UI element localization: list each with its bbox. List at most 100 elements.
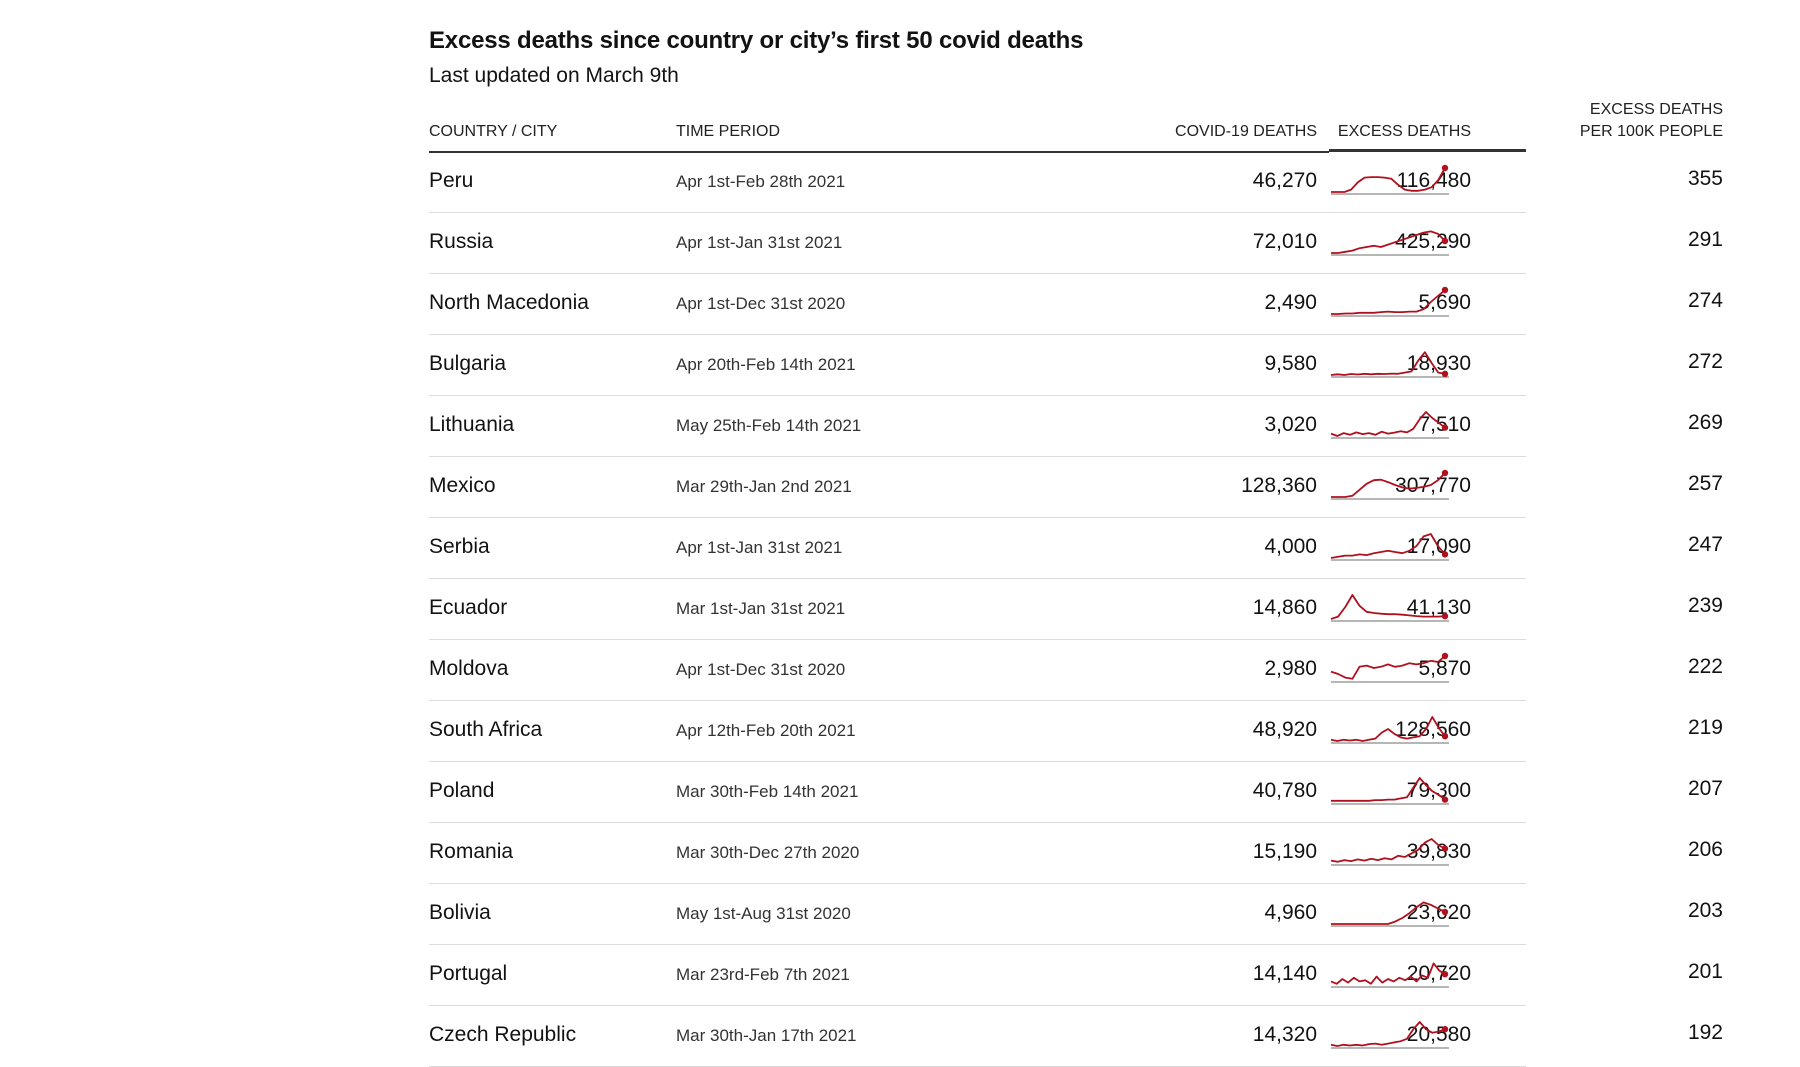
covid-deaths-value: 4,000 bbox=[1264, 535, 1317, 558]
excess-deaths-value: 23,620 bbox=[1406, 901, 1471, 924]
time-period: Apr 1st-Dec 31st 2020 bbox=[676, 294, 846, 313]
sparkline-series-line bbox=[1331, 167, 1446, 193]
table-row: Romania Mar 30th-Dec 27th 2020 15,190 39,83… bbox=[429, 823, 1723, 884]
time-period: Apr 1st-Jan 31st 2021 bbox=[676, 233, 843, 252]
time-period: Apr 1st-Jan 31st 2021 bbox=[676, 538, 843, 557]
time-period: Apr 1st-Feb 28th 2021 bbox=[676, 172, 846, 191]
time-period: May 25th-Feb 14th 2021 bbox=[676, 416, 862, 435]
country-name: North Macedonia bbox=[429, 291, 589, 314]
excess-deaths-sparkline bbox=[1330, 533, 1449, 561]
sparkline-series-line bbox=[1331, 901, 1446, 925]
sparkline-end-point bbox=[1441, 424, 1449, 431]
excess-deaths-value: 79,300 bbox=[1406, 779, 1471, 802]
sparkline-end-point bbox=[1441, 796, 1449, 803]
sparkline-series-line bbox=[1330, 411, 1446, 437]
column-header-excess-deaths: EXCESS DEATHS bbox=[1337, 123, 1471, 140]
excess-deaths-value: 5,690 bbox=[1418, 291, 1471, 314]
column-header-time-period: TIME PERIOD bbox=[676, 123, 781, 140]
covid-deaths-value: 46,270 bbox=[1252, 169, 1317, 192]
country-name: Poland bbox=[429, 779, 495, 802]
country-name: Peru bbox=[429, 169, 474, 192]
table-row: Moldova Apr 1st-Dec 31st 2020 2,980 5,870 22… bbox=[429, 640, 1723, 701]
sparkline-end-point bbox=[1441, 908, 1449, 916]
covid-deaths-value: 2,980 bbox=[1264, 657, 1317, 680]
table-row: Czech Republic Mar 30th-Jan 17th 2021 14,3… bbox=[429, 1006, 1723, 1067]
excess-deaths-value: 20,720 bbox=[1406, 962, 1471, 985]
excess-deaths-sparkline bbox=[1330, 1021, 1449, 1049]
sparkline-end-point bbox=[1441, 286, 1449, 294]
sparkline-series-line bbox=[1330, 594, 1446, 620]
excess-deaths-sparkline bbox=[1331, 777, 1449, 805]
excess-deaths-sparkline bbox=[1330, 962, 1449, 988]
sparkline-end-point bbox=[1441, 469, 1449, 477]
country-name: Serbia bbox=[429, 535, 490, 558]
excess-per-100k-value: 355 bbox=[1687, 167, 1723, 190]
country-name: Bulgaria bbox=[429, 352, 507, 375]
sparkline-series-line bbox=[1330, 1021, 1446, 1047]
table-row: Portugal Mar 23rd-Feb 7th 2021 14,140 20,72… bbox=[429, 945, 1723, 1006]
sparkline-end-point bbox=[1441, 551, 1449, 558]
header-rule bbox=[429, 151, 1329, 153]
table-row: Peru Apr 1st-Feb 28th 2021 46,270 116,480 35… bbox=[429, 152, 1723, 213]
country-name: Bolivia bbox=[429, 901, 491, 924]
country-name: Portugal bbox=[429, 962, 508, 985]
sparkline-series-line bbox=[1331, 230, 1446, 254]
table-row: Mexico Mar 29th-Jan 2nd 2021 128,360 307,77… bbox=[429, 457, 1723, 518]
sparkline-end-point bbox=[1441, 164, 1449, 172]
excess-deaths-value: 5,870 bbox=[1418, 657, 1471, 680]
country-name: Romania bbox=[429, 840, 514, 863]
sparkline-series-line bbox=[1331, 777, 1446, 802]
excess-per-100k-value: 219 bbox=[1687, 716, 1723, 739]
sparkline-end-point bbox=[1441, 652, 1449, 660]
sparkline-series-line bbox=[1331, 289, 1446, 315]
sparkline-series-line bbox=[1331, 472, 1446, 498]
country-name: Russia bbox=[429, 230, 494, 253]
country-name: Moldova bbox=[429, 657, 509, 680]
covid-deaths-value: 40,780 bbox=[1252, 779, 1317, 802]
excess-deaths-sparkline bbox=[1331, 901, 1449, 927]
table-row: Bulgaria Apr 20th-Feb 14th 2021 9,580 18,93… bbox=[429, 335, 1723, 396]
column-header-covid-deaths: COVID-19 DEATHS bbox=[1175, 123, 1317, 140]
time-period: Mar 23rd-Feb 7th 2021 bbox=[676, 965, 850, 984]
chart-title: Excess deaths since country or city’s fi… bbox=[429, 27, 1084, 54]
country-name: Lithuania bbox=[429, 413, 515, 436]
covid-deaths-value: 72,010 bbox=[1252, 230, 1317, 253]
excess-deaths-value: 41,130 bbox=[1406, 596, 1471, 619]
excess-deaths-sparkline bbox=[1330, 594, 1449, 622]
column-header-excess-per-100k-line2: PER 100K PEOPLE bbox=[1579, 123, 1723, 140]
time-period: Apr 1st-Dec 31st 2020 bbox=[676, 660, 846, 679]
covid-deaths-value: 4,960 bbox=[1264, 901, 1317, 924]
excess-per-100k-value: 274 bbox=[1687, 289, 1723, 312]
sparkline-series-line bbox=[1330, 533, 1446, 559]
covid-deaths-value: 128,360 bbox=[1241, 474, 1317, 497]
sparkline-end-point bbox=[1441, 845, 1449, 852]
excess-deaths-value: 18,930 bbox=[1406, 352, 1471, 375]
excess-per-100k-value: 222 bbox=[1687, 655, 1723, 678]
sparkline-end-point bbox=[1441, 1026, 1449, 1033]
excess-per-100k-value: 207 bbox=[1687, 777, 1723, 800]
sparkline-series-line bbox=[1330, 655, 1446, 680]
time-period: May 1st-Aug 31st 2020 bbox=[676, 904, 851, 923]
sparkline-end-point bbox=[1441, 733, 1449, 740]
sparkline-end-point bbox=[1441, 612, 1449, 620]
sparkline-series-line bbox=[1330, 716, 1446, 742]
time-period: Mar 30th-Jan 17th 2021 bbox=[676, 1026, 857, 1045]
excess-deaths-sparkline bbox=[1331, 286, 1449, 317]
excess-per-100k-value: 257 bbox=[1687, 472, 1723, 495]
time-period: Apr 20th-Feb 14th 2021 bbox=[676, 355, 856, 374]
country-name: Czech Republic bbox=[429, 1023, 577, 1046]
excess-per-100k-value: 272 bbox=[1687, 350, 1723, 373]
excess-deaths-value: 116,480 bbox=[1396, 169, 1471, 192]
excess-deaths-sparkline bbox=[1331, 230, 1449, 256]
table-row: Ecuador Mar 1st-Jan 31st 2021 14,860 41,130… bbox=[429, 579, 1723, 640]
country-name: Mexico bbox=[429, 474, 496, 497]
excess-deaths-sparkline bbox=[1330, 652, 1449, 683]
time-period: Mar 30th-Dec 27th 2020 bbox=[676, 843, 860, 862]
excess-per-100k-value: 192 bbox=[1687, 1021, 1723, 1044]
sparkline-end-point bbox=[1441, 971, 1449, 978]
excess-per-100k-value: 269 bbox=[1687, 411, 1723, 434]
column-header-country: COUNTRY / CITY bbox=[429, 123, 558, 140]
excess-per-100k-value: 206 bbox=[1687, 838, 1723, 861]
excess-deaths-value: 128,560 bbox=[1395, 718, 1471, 741]
